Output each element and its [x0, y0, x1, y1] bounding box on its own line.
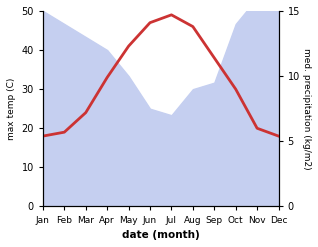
X-axis label: date (month): date (month) — [122, 230, 200, 240]
Y-axis label: med. precipitation (kg/m2): med. precipitation (kg/m2) — [302, 48, 311, 169]
Y-axis label: max temp (C): max temp (C) — [7, 78, 16, 140]
